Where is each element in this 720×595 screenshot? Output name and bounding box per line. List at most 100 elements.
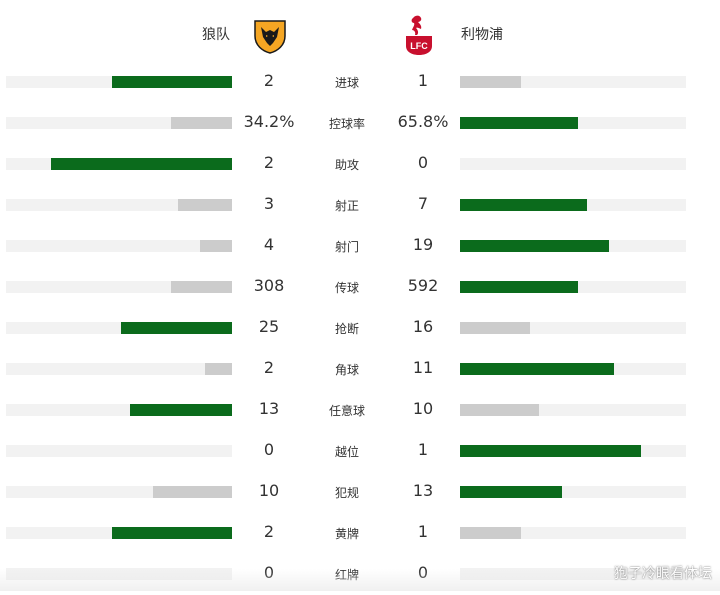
away-bar-track — [460, 199, 686, 211]
liverpool-crest-icon: LFC — [406, 15, 432, 55]
home-bar-track — [6, 486, 232, 498]
stat-label: 控球率 — [328, 117, 365, 131]
away-bar-track — [460, 527, 686, 539]
stat-label: 越位 — [334, 445, 359, 459]
away-bar-fill — [460, 527, 521, 539]
away-value: 11 — [412, 358, 434, 377]
home-bar-fill — [130, 404, 232, 416]
stat-label: 射正 — [334, 199, 359, 213]
away-value: 0 — [417, 153, 429, 172]
wolves-crest-icon — [254, 20, 286, 54]
home-value: 4 — [263, 235, 275, 254]
away-bar-track — [460, 281, 686, 293]
away-value: 1 — [417, 522, 429, 541]
home-bar-track — [6, 363, 232, 375]
stat-label: 角球 — [334, 363, 359, 377]
away-bar-fill — [460, 199, 587, 211]
away-value: 7 — [417, 194, 429, 213]
home-bar-track — [6, 76, 232, 88]
away-bar-track — [460, 404, 686, 416]
home-bar-track — [6, 158, 232, 170]
away-value: 13 — [412, 481, 434, 500]
home-value: 3 — [263, 194, 275, 213]
home-value: 10 — [258, 481, 280, 500]
home-value: 2 — [263, 71, 275, 90]
stat-row: 25 抢断 16 — [0, 308, 720, 349]
away-value: 1 — [417, 71, 429, 90]
home-bar-fill — [121, 322, 232, 334]
home-bar-fill — [200, 240, 232, 252]
home-bar-track — [6, 240, 232, 252]
away-value: 65.8% — [397, 112, 449, 131]
home-value: 34.2% — [243, 112, 295, 131]
away-bar-fill — [460, 445, 641, 457]
away-bar-track — [460, 445, 686, 457]
home-bar-fill — [51, 158, 232, 170]
svg-text:LFC: LFC — [410, 41, 428, 51]
home-bar-fill — [171, 117, 232, 129]
home-bar-track — [6, 281, 232, 293]
bottom-fade — [0, 569, 720, 591]
away-value: 592 — [407, 276, 439, 295]
away-bar-fill — [460, 363, 614, 375]
home-bar-fill — [178, 199, 232, 211]
home-bar-track — [6, 199, 232, 211]
stat-label: 犯规 — [334, 486, 359, 500]
away-bar-fill — [460, 281, 578, 293]
stat-row: 13 任意球 10 — [0, 390, 720, 431]
stat-label: 射门 — [334, 240, 359, 254]
home-value: 2 — [263, 153, 275, 172]
home-value: 2 — [263, 522, 275, 541]
home-value: 308 — [253, 276, 285, 295]
away-bar-track — [460, 158, 686, 170]
stat-row: 2 助攻 0 — [0, 144, 720, 185]
away-bar-track — [460, 486, 686, 498]
away-bar-track — [460, 240, 686, 252]
stat-row: 2 黄牌 1 — [0, 513, 720, 554]
home-bar-fill — [112, 76, 232, 88]
watermark-text: 狍子冷眼看体坛 — [614, 566, 712, 582]
away-bar-fill — [460, 486, 562, 498]
stat-row: 2 进球 1 — [0, 62, 720, 103]
home-team-name: 狼队 — [202, 27, 230, 43]
away-team-name: 利物浦 — [461, 27, 503, 43]
away-bar-fill — [460, 117, 578, 129]
home-bar-fill — [112, 527, 232, 539]
away-bar-fill — [460, 322, 530, 334]
home-value: 2 — [263, 358, 275, 377]
stat-row: 308 传球 592 — [0, 267, 720, 308]
stat-label: 黄牌 — [334, 527, 359, 541]
away-value: 16 — [412, 317, 434, 336]
away-bar-fill — [460, 76, 521, 88]
stat-label: 抢断 — [334, 322, 359, 336]
home-bar-fill — [153, 486, 232, 498]
away-bar-track — [460, 322, 686, 334]
home-value: 0 — [263, 440, 275, 459]
home-bar-track — [6, 117, 232, 129]
away-bar-fill — [460, 240, 609, 252]
match-header: 狼队 LFC 利物浦 — [0, 0, 720, 70]
stat-row: 4 射门 19 — [0, 226, 720, 267]
stat-label: 进球 — [334, 76, 359, 90]
home-bar-track — [6, 445, 232, 457]
stat-row: 34.2% 控球率 65.8% — [0, 103, 720, 144]
away-bar-track — [460, 117, 686, 129]
home-value: 13 — [258, 399, 280, 418]
stat-label: 传球 — [334, 281, 359, 295]
home-value: 25 — [258, 317, 280, 336]
away-bar-track — [460, 363, 686, 375]
home-bar-track — [6, 322, 232, 334]
stat-label: 助攻 — [334, 158, 359, 172]
away-bar-fill — [460, 404, 539, 416]
stat-row: 2 角球 11 — [0, 349, 720, 390]
stat-row: 3 射正 7 — [0, 185, 720, 226]
home-bar-track — [6, 404, 232, 416]
away-bar-track — [460, 76, 686, 88]
stat-label: 任意球 — [328, 404, 365, 418]
away-value: 19 — [412, 235, 434, 254]
away-value: 1 — [417, 440, 429, 459]
stat-row: 10 犯规 13 — [0, 472, 720, 513]
home-bar-fill — [205, 363, 232, 375]
stat-row: 0 越位 1 — [0, 431, 720, 472]
away-value: 10 — [412, 399, 434, 418]
